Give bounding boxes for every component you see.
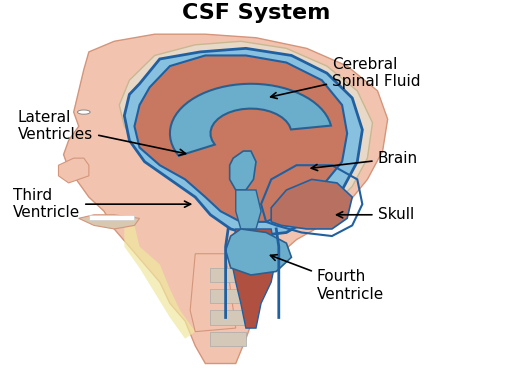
Polygon shape xyxy=(63,34,388,364)
Polygon shape xyxy=(210,289,246,303)
Polygon shape xyxy=(210,268,246,282)
Polygon shape xyxy=(58,158,89,183)
Text: Skull: Skull xyxy=(336,207,414,222)
Polygon shape xyxy=(89,215,135,220)
Polygon shape xyxy=(271,179,352,229)
Polygon shape xyxy=(236,190,261,229)
Text: Lateral
Ventricles: Lateral Ventricles xyxy=(18,110,186,156)
Polygon shape xyxy=(226,229,291,275)
Text: Fourth
Ventricle: Fourth Ventricle xyxy=(270,255,384,302)
Polygon shape xyxy=(124,225,195,339)
Polygon shape xyxy=(231,229,276,328)
Polygon shape xyxy=(210,310,246,324)
Text: Cerebral
Spinal Fluid: Cerebral Spinal Fluid xyxy=(271,57,420,99)
Text: Third
Ventricle: Third Ventricle xyxy=(13,188,190,220)
Polygon shape xyxy=(230,151,256,190)
Polygon shape xyxy=(79,215,139,229)
Text: Brain: Brain xyxy=(311,151,418,170)
Polygon shape xyxy=(170,84,331,156)
Polygon shape xyxy=(119,41,373,236)
Polygon shape xyxy=(210,332,246,346)
Ellipse shape xyxy=(77,110,90,114)
Polygon shape xyxy=(135,55,347,222)
Polygon shape xyxy=(124,48,362,236)
Polygon shape xyxy=(190,254,236,332)
Title: CSF System: CSF System xyxy=(182,3,330,23)
